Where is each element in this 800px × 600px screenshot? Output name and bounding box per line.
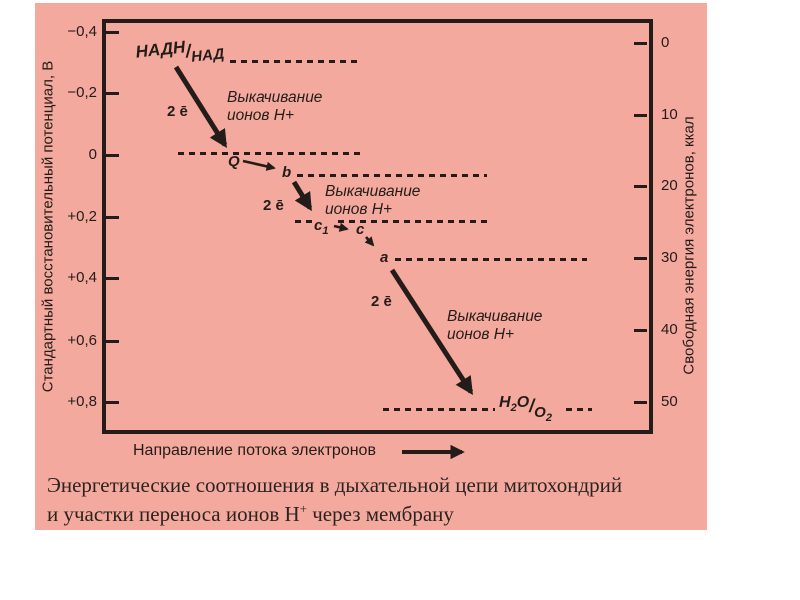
left-tick-label: −0,4 (67, 23, 97, 40)
left-tick (106, 401, 119, 404)
left-tick (106, 154, 119, 157)
carrier-label-q: Q (228, 153, 240, 170)
pump-line1: Выкачивание (447, 308, 543, 325)
right-tick (634, 401, 647, 404)
left-tick (106, 31, 119, 34)
c1-subscript: 1 (322, 225, 329, 237)
level-dash-c1 (295, 220, 313, 223)
carrier-label-water: H2O/O2 (499, 394, 552, 424)
right-tick-label: 0 (661, 34, 670, 51)
nadh-denominator: НАД (190, 45, 226, 66)
right-tick-label: 40 (661, 321, 678, 338)
carrier-label-c1: c1 (314, 217, 329, 237)
level-dash-b (297, 174, 487, 177)
right-tick-label: 50 (661, 393, 678, 410)
c1-base: c (314, 217, 323, 234)
caption-line1: Энергетические соотношения в дыхательной… (47, 473, 623, 497)
right-tick (634, 257, 647, 260)
proton-pump-annotation: Выкачивание ионов H+ (325, 183, 420, 219)
left-tick-label: +0,4 (67, 269, 97, 286)
left-tick (106, 216, 119, 219)
water-denominator: O2 (534, 404, 552, 424)
right-tick (634, 114, 647, 117)
carrier-label-c: c (356, 221, 365, 238)
nadh-numerator: НАДН (134, 37, 187, 62)
fraction-slash: / (529, 396, 535, 416)
right-tick-label: 20 (661, 177, 678, 194)
carrier-label-a: a (380, 249, 389, 266)
left-tick (106, 92, 119, 95)
right-tick-label: 30 (661, 249, 678, 266)
electrons-label: 2 ē (263, 197, 284, 214)
left-tick-label: −0,2 (67, 84, 97, 101)
left-tick-label: +0,8 (67, 393, 97, 410)
pump-line1: Выкачивание (227, 89, 323, 106)
right-tick (634, 42, 647, 45)
carrier-label-b: b (282, 164, 292, 181)
carrier-label-nadh: НАДН/НАД (135, 37, 225, 67)
level-dash-nadh (230, 60, 360, 63)
caption-line2: и участки переноса ионов H+ через мембра… (47, 497, 687, 526)
water-h-subscript: 2 (510, 402, 517, 414)
proton-pump-annotation: Выкачивание ионов H+ (227, 89, 322, 125)
plot-area (102, 19, 653, 434)
level-dash-water (566, 408, 592, 411)
pump-line1: Выкачивание (325, 183, 421, 200)
pump-line2: ионов H+ (325, 201, 393, 218)
figure-caption: Энергетические соотношения в дыхательной… (47, 474, 687, 526)
oxygen-subscript: 2 (545, 412, 552, 424)
level-dash-a (395, 258, 587, 261)
water-numerator: H2O (499, 394, 530, 414)
left-tick (106, 277, 119, 280)
pump-line2: ионов H+ (227, 107, 295, 124)
left-tick-label: +0,6 (67, 332, 97, 349)
caption-superscript-plus: + (299, 501, 307, 516)
figure-panel (35, 3, 707, 530)
proton-pump-annotation: Выкачивание ионов H+ (447, 308, 542, 344)
level-dash-q (178, 152, 360, 155)
level-dash-c1 (338, 220, 489, 223)
left-tick-label: 0 (88, 146, 97, 163)
caption-line2-rest: через мембрану (307, 502, 454, 526)
electrons-label: 2 ē (167, 103, 188, 120)
water-h: H (499, 394, 511, 411)
right-axis-title: Свободная энергия электронов, ккал (680, 116, 698, 375)
water-o: O (516, 394, 530, 411)
right-tick (634, 329, 647, 332)
left-axis-title: Стандартный восстановительный потенциал,… (39, 60, 57, 393)
right-tick (634, 185, 647, 188)
pump-line2: ионов H+ (447, 326, 515, 343)
caption-line2-text: и участки переноса ионов H (47, 502, 300, 526)
oxygen-o: O (534, 404, 546, 421)
right-tick-label: 10 (661, 106, 678, 123)
level-dash-water (383, 408, 495, 411)
left-tick-label: +0,2 (67, 208, 97, 225)
flow-direction-label: Направление потока электронов (133, 442, 376, 459)
electrons-label: 2 ē (371, 293, 392, 310)
left-tick (106, 340, 119, 343)
